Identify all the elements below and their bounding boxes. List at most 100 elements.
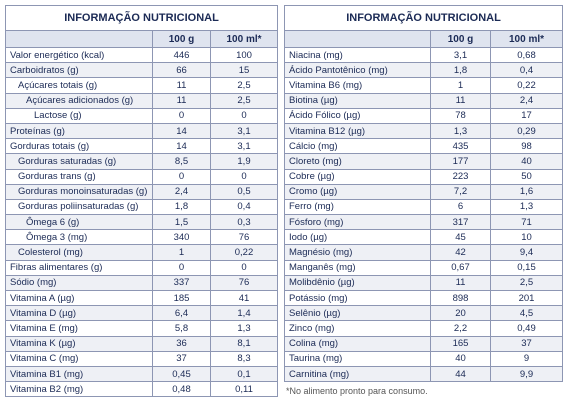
value-cell: 337 (152, 274, 211, 292)
label-cell: Gorduras saturadas (g) (5, 153, 153, 170)
row: Ferro (mg) 6 1,3 (284, 198, 564, 216)
value-cell: 37 (152, 350, 211, 367)
value-cell: 177 (430, 153, 491, 170)
table-title: INFORMAÇÃO NUTRICIONAL (4, 5, 279, 31)
value-cell: 1,8 (152, 198, 211, 216)
title-row: INFORMAÇÃO NUTRICIONAL (4, 5, 279, 31)
row: Fibras alimentares (g) 0 0 (5, 259, 279, 276)
header-cell: 100 ml* (209, 30, 279, 48)
label-cell: Açúcares totais (g) (5, 77, 153, 94)
value-cell: 71 (489, 214, 564, 231)
value-cell: 14 (152, 138, 211, 155)
header-cell: 100 g (152, 30, 211, 48)
value-cell: 435 (430, 138, 491, 155)
value-cell: 0,11 (209, 381, 279, 398)
row: Gorduras monoinsaturadas (g) 2,4 0,5 (5, 183, 279, 200)
label-cell: Ômega 3 (mg) (5, 229, 153, 246)
value-cell: 0,3 (209, 214, 279, 231)
row: Proteínas (g) 14 3,1 (5, 122, 279, 140)
label-cell: Gorduras trans (g) (5, 168, 153, 185)
value-cell: 98 (489, 138, 564, 155)
row: Ácido Fólico (µg) 78 17 (284, 107, 564, 124)
row: Carnitina (mg) 44 9,9 (284, 365, 564, 383)
row: Vitamina C (mg) 37 8,3 (5, 350, 279, 367)
value-cell: 2,2 (430, 320, 491, 337)
value-cell: 3,1 (430, 46, 491, 64)
value-cell: 0 (152, 107, 211, 124)
label-cell: Cobre (µg) (284, 168, 431, 185)
value-cell: 4,5 (489, 305, 564, 322)
row: Fósforo (mg) 317 71 (284, 214, 564, 231)
header-row: 100 g 100 ml* (5, 30, 279, 48)
header-cell: 100 g (430, 30, 491, 48)
value-cell: 36 (152, 335, 211, 352)
label-cell: Açúcares adicionados (g) (5, 92, 153, 109)
value-cell: 2,5 (209, 92, 279, 109)
row: Açúcares totais (g) 11 2,5 (5, 77, 279, 94)
label-cell: Zinco (mg) (284, 320, 431, 337)
value-cell: 8,3 (209, 350, 279, 367)
label-cell: Biotina (µg) (284, 92, 431, 109)
label-cell: Manganês (mg) (284, 259, 431, 276)
value-cell: 340 (152, 229, 211, 246)
row: Colesterol (mg) 1 0,22 (5, 244, 279, 261)
label-cell: Gorduras monoinsaturadas (g) (5, 183, 153, 200)
value-cell: 0,4 (489, 62, 564, 79)
value-cell: 76 (209, 229, 279, 246)
row: Zinco (mg) 2,2 0,49 (284, 320, 564, 337)
row: Vitamina D (µg) 6,4 1,4 (5, 305, 279, 322)
value-cell: 41 (209, 289, 279, 307)
row: Cloreto (mg) 177 40 (284, 153, 564, 170)
row: Vitamina B2 (mg) 0,48 0,11 (5, 381, 279, 398)
footnote: *No alimento pronto para consumo. (286, 386, 428, 396)
label-cell: Vitamina E (mg) (5, 320, 153, 337)
table-title: INFORMAÇÃO NUTRICIONAL (283, 5, 564, 31)
value-cell: 1,6 (489, 183, 564, 200)
header-cell: 100 ml* (489, 30, 564, 48)
label-cell: Valor energético (kcal) (5, 46, 153, 64)
label-cell: Gorduras totais (g) (5, 138, 153, 155)
value-cell: 1,9 (209, 153, 279, 170)
nutrition-table: INFORMAÇÃO NUTRICIONAL 100 g 100 ml* Valor … (4, 5, 279, 398)
row: Manganês (mg) 0,67 0,15 (284, 259, 564, 276)
value-cell: 3,1 (209, 138, 279, 155)
label-cell: Selênio (µg) (284, 305, 431, 322)
label-cell: Vitamina A (µg) (5, 289, 153, 307)
header-cell (5, 30, 153, 48)
value-cell: 0,45 (152, 365, 211, 383)
label-cell: Vitamina B2 (mg) (5, 381, 153, 398)
row: Gorduras totais (g) 14 3,1 (5, 138, 279, 155)
row: Vitamina B12 (µg) 1,3 0,29 (284, 122, 564, 140)
value-cell: 2,5 (209, 77, 279, 94)
value-cell: 11 (152, 77, 211, 94)
value-cell: 5,8 (152, 320, 211, 337)
value-cell: 17 (489, 107, 564, 124)
value-cell: 185 (152, 289, 211, 307)
row: Potássio (mg) 898 201 (284, 289, 564, 307)
label-cell: Vitamina C (mg) (5, 350, 153, 367)
label-cell: Molibdênio (µg) (284, 274, 431, 292)
value-cell: 11 (152, 92, 211, 109)
value-cell: 100 (209, 46, 279, 64)
label-cell: Potássio (mg) (284, 289, 431, 307)
row: Cobre (µg) 223 50 (284, 168, 564, 185)
row: Iodo (µg) 45 10 (284, 229, 564, 246)
label-cell: Niacina (mg) (284, 46, 431, 64)
value-cell: 0,68 (489, 46, 564, 64)
value-cell: 0 (209, 107, 279, 124)
value-cell: 2,5 (489, 274, 564, 292)
header-row: 100 g 100 ml* (284, 30, 564, 48)
value-cell: 7,2 (430, 183, 491, 200)
label-cell: Carboidratos (g) (5, 62, 153, 79)
row: Ômega 6 (g) 1,5 0,3 (5, 214, 279, 231)
value-cell: 1,3 (489, 198, 564, 216)
label-cell: Carnitina (mg) (284, 365, 431, 383)
row: Ômega 3 (mg) 340 76 (5, 229, 279, 246)
value-cell: 165 (430, 335, 491, 352)
value-cell: 0,48 (152, 381, 211, 398)
value-cell: 898 (430, 289, 491, 307)
row: Gorduras poliinsaturadas (g) 1,8 0,4 (5, 198, 279, 216)
value-cell: 3,1 (209, 122, 279, 140)
row: Cálcio (mg) 435 98 (284, 138, 564, 155)
value-cell: 1,3 (209, 320, 279, 337)
